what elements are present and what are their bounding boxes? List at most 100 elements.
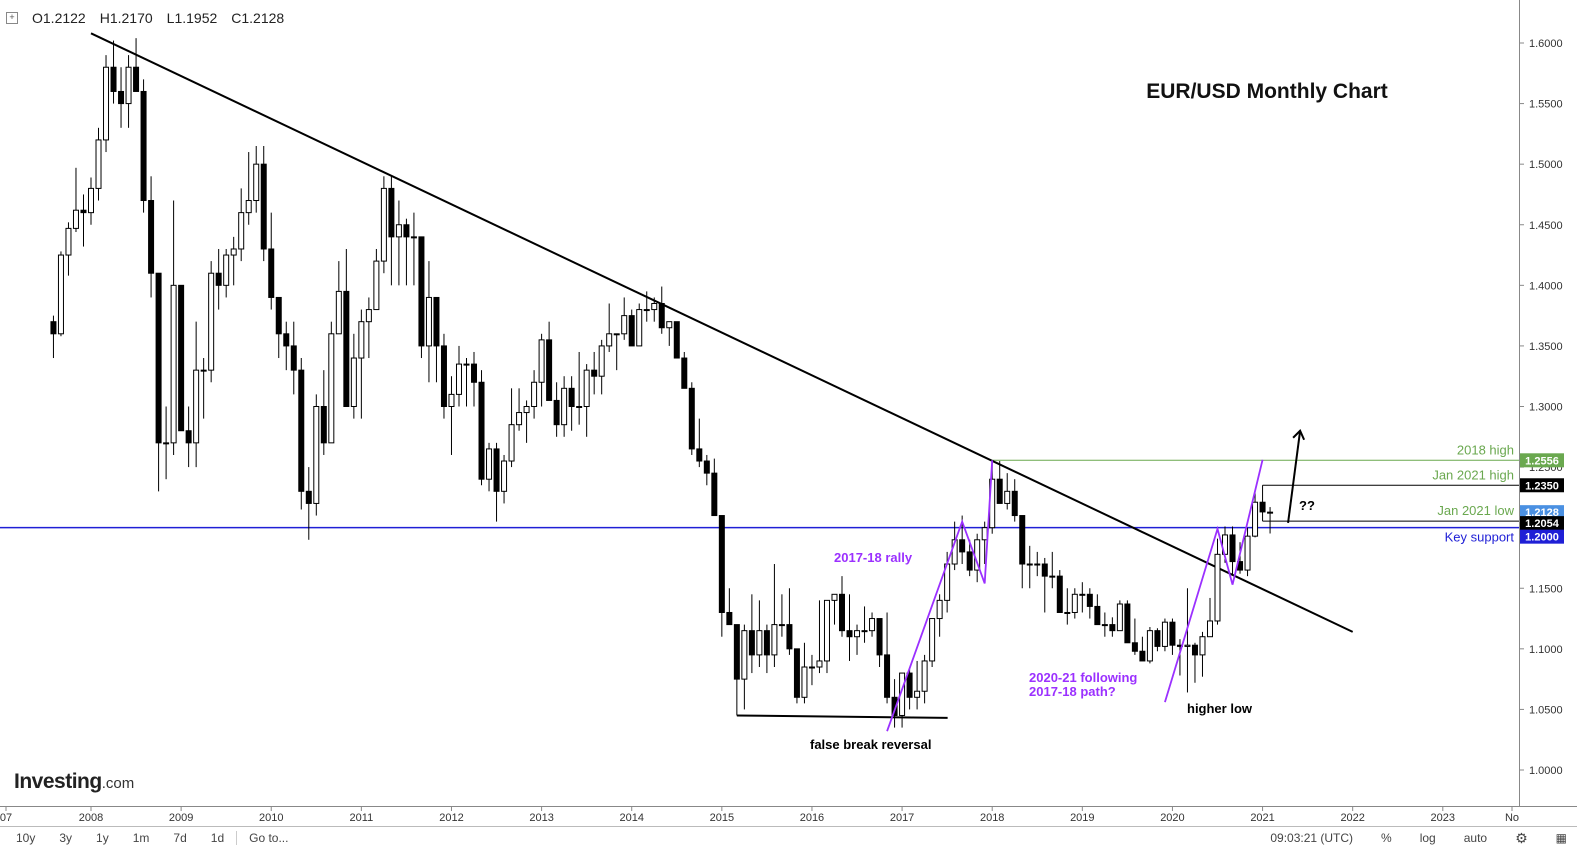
y-tick-label: 1.0000 xyxy=(1529,765,1563,777)
plus-icon[interactable]: + xyxy=(6,12,18,24)
candle-body xyxy=(816,660,823,668)
candle-body xyxy=(914,690,921,698)
candle-body xyxy=(193,369,200,444)
logo-suffix: .com xyxy=(101,775,135,792)
candle-body xyxy=(65,227,72,256)
candle-body xyxy=(1109,624,1116,632)
goto-button[interactable]: Go to... xyxy=(236,831,300,845)
candle-body xyxy=(1139,650,1146,662)
investing-logo: Investing.com xyxy=(14,770,134,794)
x-tick-label: 2009 xyxy=(169,812,193,824)
candle-body xyxy=(786,624,793,650)
range-1m[interactable]: 1m xyxy=(132,831,150,845)
y-axis: 1.6000 1.5500 1.5000 1.4500 1.4000 1.3500 1.30… xyxy=(1519,38,1563,777)
candle-body xyxy=(869,618,876,632)
candle-body xyxy=(185,430,192,444)
candle-body xyxy=(1079,593,1086,596)
bottom-toolbar: 10y 3y 1y 1m 7d 1d Go to... 09:03:21 (UT… xyxy=(0,826,1577,850)
chart-title: EUR/USD Monthly Chart xyxy=(1146,80,1388,103)
x-tick-label: 2016 xyxy=(800,812,824,824)
candle-body xyxy=(1169,621,1176,646)
candle-body xyxy=(80,209,87,214)
range-10y[interactable]: 10y xyxy=(16,831,36,845)
rally-path-2017 xyxy=(886,460,994,732)
candle-body xyxy=(966,551,973,571)
annotation-rally-2017: 2017-18 rally xyxy=(834,550,913,565)
candle-body xyxy=(681,357,688,389)
candle-body xyxy=(546,339,553,401)
candle-body xyxy=(1154,630,1161,647)
candle-body xyxy=(696,448,703,462)
candle-body xyxy=(861,630,868,633)
candle-body xyxy=(823,599,830,662)
y-tick-label: 1.5000 xyxy=(1529,159,1563,171)
y-tick-label: 1.1500 xyxy=(1529,583,1563,595)
toolbar-right: 09:03:21 (UTC) % log auto ⚙ ▦ xyxy=(1256,826,1577,850)
candle-body xyxy=(748,630,755,656)
open-value: O1.2122 xyxy=(32,10,86,26)
annotation-path-2020-b: 2017-18 path? xyxy=(1029,684,1116,699)
candle-body xyxy=(493,448,500,492)
candle-body xyxy=(1124,603,1131,644)
price-tag-bg xyxy=(1520,478,1564,493)
candle-body xyxy=(628,315,635,347)
candle-body xyxy=(380,187,387,262)
chart-settings-icon[interactable]: ▦ xyxy=(1555,831,1567,845)
candle-body xyxy=(283,333,290,347)
candles xyxy=(50,38,1274,728)
range-1y[interactable]: 1y xyxy=(96,831,109,845)
candle-body xyxy=(200,369,207,372)
x-tick-label: 2008 xyxy=(79,812,103,824)
candle-body xyxy=(320,406,327,444)
candle-body xyxy=(125,66,132,105)
candle-body xyxy=(88,187,94,214)
percent-toggle[interactable]: % xyxy=(1381,831,1392,845)
candle-body xyxy=(568,387,575,408)
candle-body xyxy=(148,200,155,274)
candle-body xyxy=(636,309,643,347)
range-1d[interactable]: 1d xyxy=(210,831,225,845)
y-tick-label: 1.1000 xyxy=(1529,644,1563,656)
candle-body xyxy=(343,290,350,407)
downtrend-line xyxy=(90,32,1354,633)
candle-body xyxy=(208,272,215,371)
log-toggle[interactable]: log xyxy=(1419,831,1436,845)
candle-body xyxy=(538,339,545,383)
range-3y[interactable]: 3y xyxy=(59,831,73,845)
candle-body xyxy=(358,321,365,359)
level-label: Key support xyxy=(1445,530,1515,545)
candle-body xyxy=(1259,501,1266,513)
candle-body xyxy=(839,593,845,632)
x-tick-label: 2010 xyxy=(259,812,283,824)
candle-body xyxy=(103,66,110,141)
candle-body xyxy=(253,163,260,202)
x-tick-label: 2020 xyxy=(1160,812,1184,824)
candle-body xyxy=(163,442,170,445)
y-tick-label: 1.4000 xyxy=(1529,280,1563,292)
price-tag-label: 1.2350 xyxy=(1525,480,1559,492)
range-7d[interactable]: 7d xyxy=(173,831,187,845)
candle-body xyxy=(223,254,230,286)
price-tag-label: 1.2000 xyxy=(1525,532,1559,544)
candle-body xyxy=(808,666,815,669)
price-tag-bg xyxy=(1520,453,1564,468)
auto-toggle[interactable]: auto xyxy=(1463,831,1488,845)
candle-body xyxy=(110,66,117,92)
candle-body xyxy=(486,448,493,480)
candle-body xyxy=(1252,501,1259,537)
candle-body xyxy=(876,618,883,656)
candle-body xyxy=(756,630,763,656)
candle-body xyxy=(1146,630,1153,662)
candle-body xyxy=(651,303,658,311)
candle-body xyxy=(373,260,380,311)
gear-icon[interactable]: ⚙ xyxy=(1515,829,1528,846)
candle-body xyxy=(1011,490,1018,517)
candle-body xyxy=(418,236,425,347)
y-tick-label: 1.4500 xyxy=(1529,220,1563,232)
x-tick-label: 2023 xyxy=(1431,812,1455,824)
candle-body xyxy=(1199,636,1206,656)
